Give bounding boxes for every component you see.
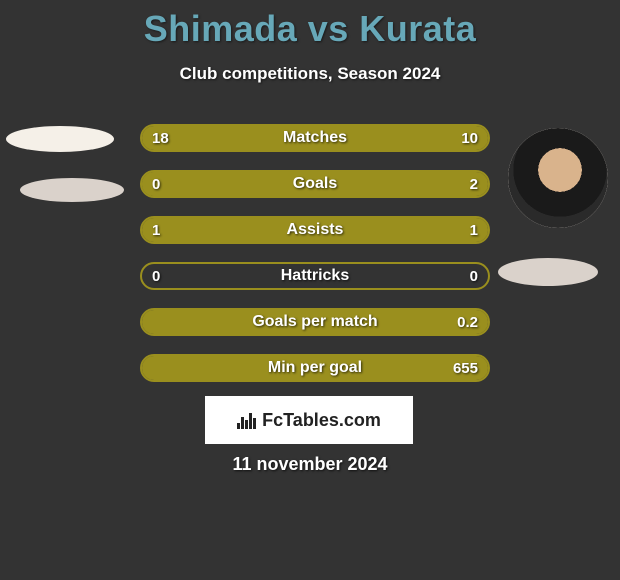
stat-row: Min per goal655 <box>140 354 490 382</box>
player-right-avatar <box>508 128 608 228</box>
stat-value-right: 0.2 <box>457 310 478 334</box>
fctables-logo: FcTables.com <box>205 396 413 444</box>
stat-label: Assists <box>142 218 488 242</box>
player-left-shadow <box>20 178 124 202</box>
stat-label: Goals <box>142 172 488 196</box>
date-line: 11 november 2024 <box>0 454 620 475</box>
stat-label: Matches <box>142 126 488 150</box>
stat-row: 1Assists1 <box>140 216 490 244</box>
logo-text: FcTables.com <box>262 410 381 431</box>
stat-value-right: 0 <box>470 264 478 288</box>
stat-row: Goals per match0.2 <box>140 308 490 336</box>
stat-row: 18Matches10 <box>140 124 490 152</box>
page-title: Shimada vs Kurata <box>0 0 620 50</box>
stat-value-right: 10 <box>461 126 478 150</box>
subtitle: Club competitions, Season 2024 <box>0 64 620 84</box>
avatar-placeholder-icon <box>508 128 608 228</box>
stat-row: 0Goals2 <box>140 170 490 198</box>
stat-value-right: 2 <box>470 172 478 196</box>
stat-label: Hattricks <box>142 264 488 288</box>
stat-value-right: 1 <box>470 218 478 242</box>
stat-row: 0Hattricks0 <box>140 262 490 290</box>
stats-container: 18Matches100Goals21Assists10Hattricks0Go… <box>140 124 490 400</box>
player-right-shadow <box>498 258 598 286</box>
stat-label: Goals per match <box>142 310 488 334</box>
stat-label: Min per goal <box>142 356 488 380</box>
stat-value-right: 655 <box>453 356 478 380</box>
player-left-avatar <box>6 126 114 152</box>
bar-chart-icon <box>237 411 256 429</box>
